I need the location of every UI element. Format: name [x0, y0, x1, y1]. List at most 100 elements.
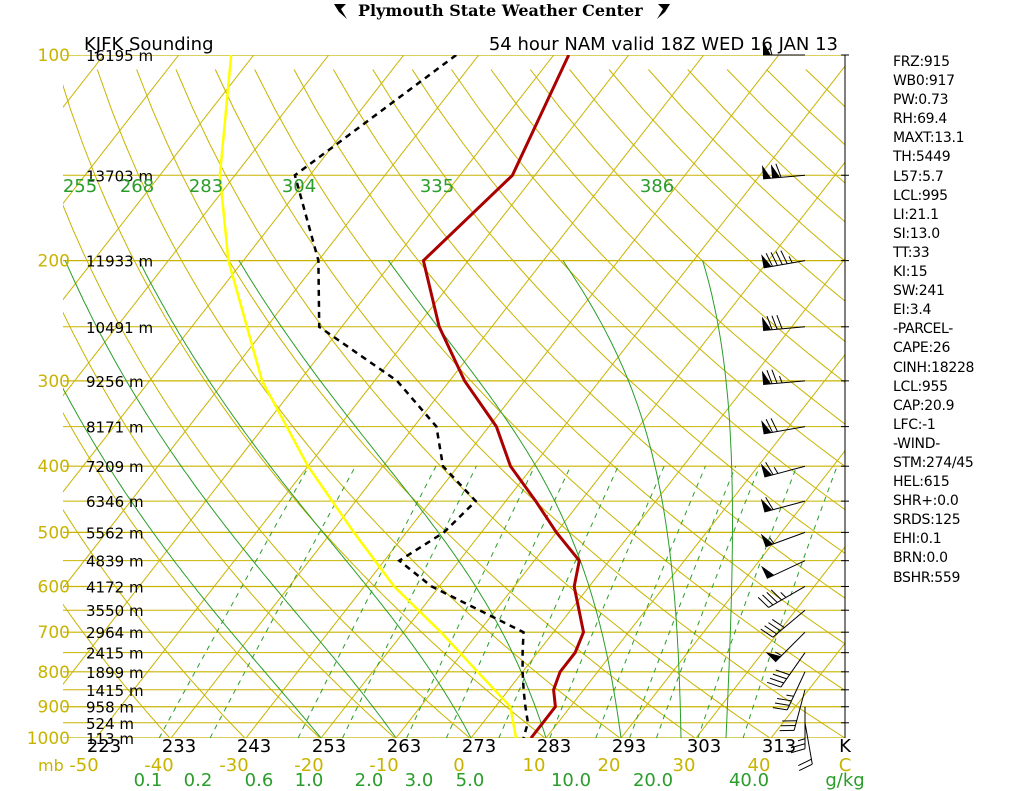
index-item: LCL:955 [893, 378, 948, 395]
temperature-tick-label: 30 [673, 755, 696, 776]
temperature-tick-label: -10 [369, 755, 398, 776]
wind-barb [763, 41, 805, 56]
wind-barb [761, 163, 806, 180]
mixing-ratio-tick-label: 0.1 [134, 770, 163, 791]
dry-adiabat-line [63, 603, 171, 738]
wind-barb-feather [776, 315, 783, 329]
kelvin-tick-label: 223 [87, 736, 121, 757]
kelvin-tick-label: K [839, 736, 852, 757]
index-item: LFC:-1 [893, 416, 936, 433]
wind-barb-feather [771, 619, 785, 628]
temperature-tick-label: C [839, 755, 852, 776]
station-label: KJFK Sounding [84, 34, 214, 55]
wind-barb-feather [768, 622, 781, 632]
wind-barb-half-feather [797, 738, 806, 742]
pressure-tick-label: 900 [38, 698, 70, 718]
mixing-ratio-line [742, 466, 838, 738]
wind-barb-half-feather [769, 47, 773, 56]
wind-barb-feather [777, 698, 792, 702]
temperature-tick-label: -40 [144, 755, 173, 776]
index-item: STM:274/45 [893, 454, 974, 471]
wind-barb-half-feather [779, 375, 783, 384]
dry-adiabat-line [63, 83, 546, 738]
index-item: SHR+:0.0 [893, 493, 959, 510]
temperature-trace [421, 55, 586, 738]
height-label: 3550 m [86, 602, 144, 620]
moist-adiabat-line [702, 260, 733, 738]
mixing-ratio-line [629, 466, 737, 738]
wind-barb-feather [798, 758, 812, 767]
mixing-ratio-line [595, 466, 706, 738]
isotherm-line [545, 353, 845, 738]
wind-barb [761, 418, 806, 435]
index-item: PW:0.73 [893, 92, 949, 109]
isotherm-line [170, 55, 705, 738]
index-item: CAPE:26 [893, 340, 951, 357]
kelvin-tick-label: 263 [387, 736, 421, 757]
isotherm-line [320, 65, 845, 738]
kelvin-tick-label: 303 [687, 736, 721, 757]
moist-adiabat-line [63, 387, 322, 738]
wind-barb-feather [771, 369, 778, 384]
isotherm-line [245, 55, 780, 738]
mixing-ratio-line [655, 466, 761, 738]
height-label: 958 m [86, 699, 134, 717]
theta-e-label: 304 [282, 176, 316, 197]
wind-barb [772, 671, 806, 711]
isotherm-line [63, 55, 330, 397]
wind-barb [798, 722, 813, 771]
dry-adiabat-line [1003, 70, 1024, 753]
isotherm-line [695, 546, 845, 738]
wind-barb-feather [757, 596, 769, 608]
kelvin-tick-label: 283 [537, 736, 571, 757]
wind-barb [761, 250, 806, 269]
dry-adiabat-line [490, 69, 845, 425]
wind-barb-staff [786, 671, 806, 711]
height-label: 6346 m [86, 493, 144, 511]
wind-barb [790, 706, 806, 754]
wind-barb-half-feather [769, 537, 775, 544]
index-item: BRN:0.0 [893, 550, 948, 567]
moist-adiabat-line [64, 260, 397, 738]
dry-adiabat-line [136, 69, 696, 738]
header: Plymouth State Weather Center [0, 0, 1024, 22]
index-item: MAXT:13.1 [893, 130, 965, 147]
index-item: LCL:995 [893, 187, 948, 204]
height-label: 8171 m [86, 419, 144, 437]
wind-barb-flag [761, 254, 772, 268]
wind-barb-feather [769, 677, 784, 684]
wind-barb-feather [764, 625, 777, 635]
temperature-tick-label: 20 [598, 755, 621, 776]
mixing-ratio-line [297, 465, 437, 738]
mixing-ratio-line [498, 465, 619, 738]
wind-barb-flag [770, 164, 781, 179]
isotherm-line [63, 55, 480, 589]
wind-barb-feather [775, 163, 782, 178]
wind-barb-flag [761, 565, 775, 579]
theta-e-label: 268 [120, 176, 154, 197]
wind-barb-half-feather [786, 694, 794, 697]
valid-time-label: 54 hour NAM valid 18Z WED 16 JAN 13 [489, 34, 838, 55]
wind-barb-feather [780, 250, 788, 264]
isotherm-line [395, 161, 845, 738]
mixing-ratio-tick-label: 0.6 [245, 770, 274, 791]
kelvin-tick-label: 253 [312, 736, 346, 757]
wind-barb [765, 631, 806, 663]
temperature-tick-label: 10 [523, 755, 546, 776]
isotherm-line [95, 55, 630, 738]
isotherm-line [470, 257, 845, 738]
wind-barb [760, 496, 806, 513]
wind-barb-staff [763, 326, 806, 331]
index-item: SI:13.0 [893, 225, 940, 242]
kelvin-tick-label: 293 [612, 736, 646, 757]
wind-barb-flag [760, 533, 774, 547]
kelvin-tick-label: 313 [762, 736, 796, 757]
wind-barb-feather [798, 763, 813, 771]
dry-adiabat-line [372, 69, 845, 554]
wind-barb-feather [765, 496, 774, 510]
index-item: EHI:0.1 [893, 531, 942, 548]
wind-barb-feather [766, 315, 773, 330]
wind-barb-flag [761, 316, 772, 331]
